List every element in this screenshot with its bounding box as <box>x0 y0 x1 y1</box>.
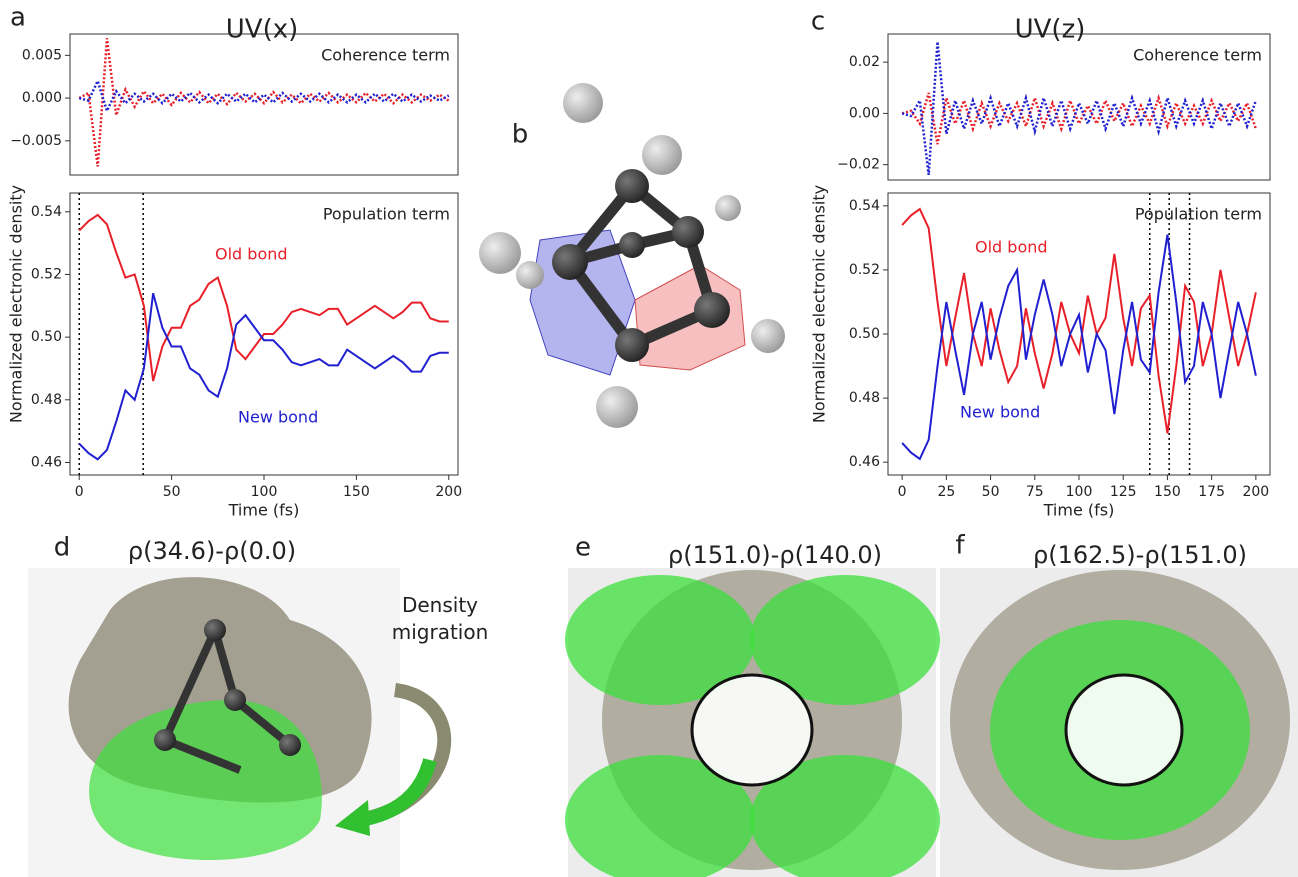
x-tick-label: 150 <box>343 484 370 500</box>
panel-label: a <box>10 3 26 33</box>
x-tick-label: 150 <box>1154 484 1181 500</box>
y-tick-label: 0.48 <box>849 390 880 406</box>
y-tick-label: 0.00 <box>849 105 880 121</box>
panel-label: e <box>575 533 591 563</box>
x-tick-label: 175 <box>1198 484 1225 500</box>
y-tick-label: 0.000 <box>22 90 62 106</box>
series-line <box>78 38 450 167</box>
x-axis-label: Time (fs) <box>1043 501 1115 520</box>
series-line <box>901 207 1257 434</box>
y-tick-label: 0.50 <box>31 329 62 345</box>
y-tick-label: 0.54 <box>31 204 62 220</box>
x-tick-label: 50 <box>163 484 181 500</box>
density-render-e <box>565 568 940 877</box>
series-label: New bond <box>238 408 318 427</box>
annotation: Population term <box>1135 205 1262 224</box>
plot-frame <box>887 192 1271 476</box>
x-tick-label: 75 <box>1026 484 1044 500</box>
y-tick-label: 0.46 <box>31 454 62 470</box>
x-tick-label: 50 <box>982 484 1000 500</box>
series-line <box>78 293 449 461</box>
annotation: Population term <box>323 205 450 224</box>
y-tick-label: 0.48 <box>31 392 62 408</box>
y-tick-label: −0.02 <box>837 157 880 173</box>
x-tick-label: 0 <box>898 484 907 500</box>
y-tick-label: −0.005 <box>10 133 62 149</box>
plot-frame <box>887 33 1271 181</box>
chart-title: UV(z) <box>1015 15 1086 45</box>
y-tick-label: 0.50 <box>849 326 880 342</box>
series-label: New bond <box>960 403 1040 422</box>
plot-frame <box>69 33 459 176</box>
y-tick-label: 0.52 <box>849 262 880 278</box>
series-line <box>78 213 449 382</box>
x-axis-label: Time (fs) <box>228 501 300 520</box>
y-tick-label: 0.46 <box>849 454 880 470</box>
x-tick-label: 200 <box>1242 484 1269 500</box>
panel-label: c <box>811 7 825 37</box>
series-label: Old bond <box>215 245 288 264</box>
series-label: Old bond <box>975 238 1048 257</box>
x-tick-label: 25 <box>937 484 955 500</box>
annotation: Density migration <box>391 593 489 644</box>
annotation: Coherence term <box>321 46 450 65</box>
panel-label: b <box>512 120 529 150</box>
annotation: Coherence term <box>1133 46 1262 65</box>
x-tick-label: 200 <box>435 484 462 500</box>
y-tick-label: 0.005 <box>22 47 62 63</box>
series-line <box>78 77 450 115</box>
series-line <box>901 234 1257 461</box>
image-title: ρ(34.6)-ρ(0.0) <box>128 537 296 565</box>
y-tick-label: 0.52 <box>31 266 62 282</box>
y-tick-label: 0.02 <box>849 54 880 70</box>
y-axis-label: Normalized electronic density <box>7 185 26 423</box>
x-tick-label: 0 <box>75 484 84 500</box>
molecule <box>479 83 785 428</box>
x-tick-label: 125 <box>1110 484 1137 500</box>
image-title: ρ(162.5)-ρ(151.0) <box>1033 541 1247 569</box>
density-render-d <box>28 568 452 877</box>
y-axis-label: Normalized electronic density <box>810 185 829 423</box>
density-render-f <box>940 568 1298 877</box>
y-tick-label: 0.54 <box>849 198 880 214</box>
chart-title: UV(x) <box>226 15 299 45</box>
series-line <box>901 41 1258 176</box>
panel-label: f <box>955 531 965 561</box>
x-tick-label: 100 <box>251 484 278 500</box>
panel-label: d <box>54 533 71 563</box>
image-title: ρ(151.0)-ρ(140.0) <box>668 541 882 569</box>
x-tick-label: 100 <box>1066 484 1093 500</box>
